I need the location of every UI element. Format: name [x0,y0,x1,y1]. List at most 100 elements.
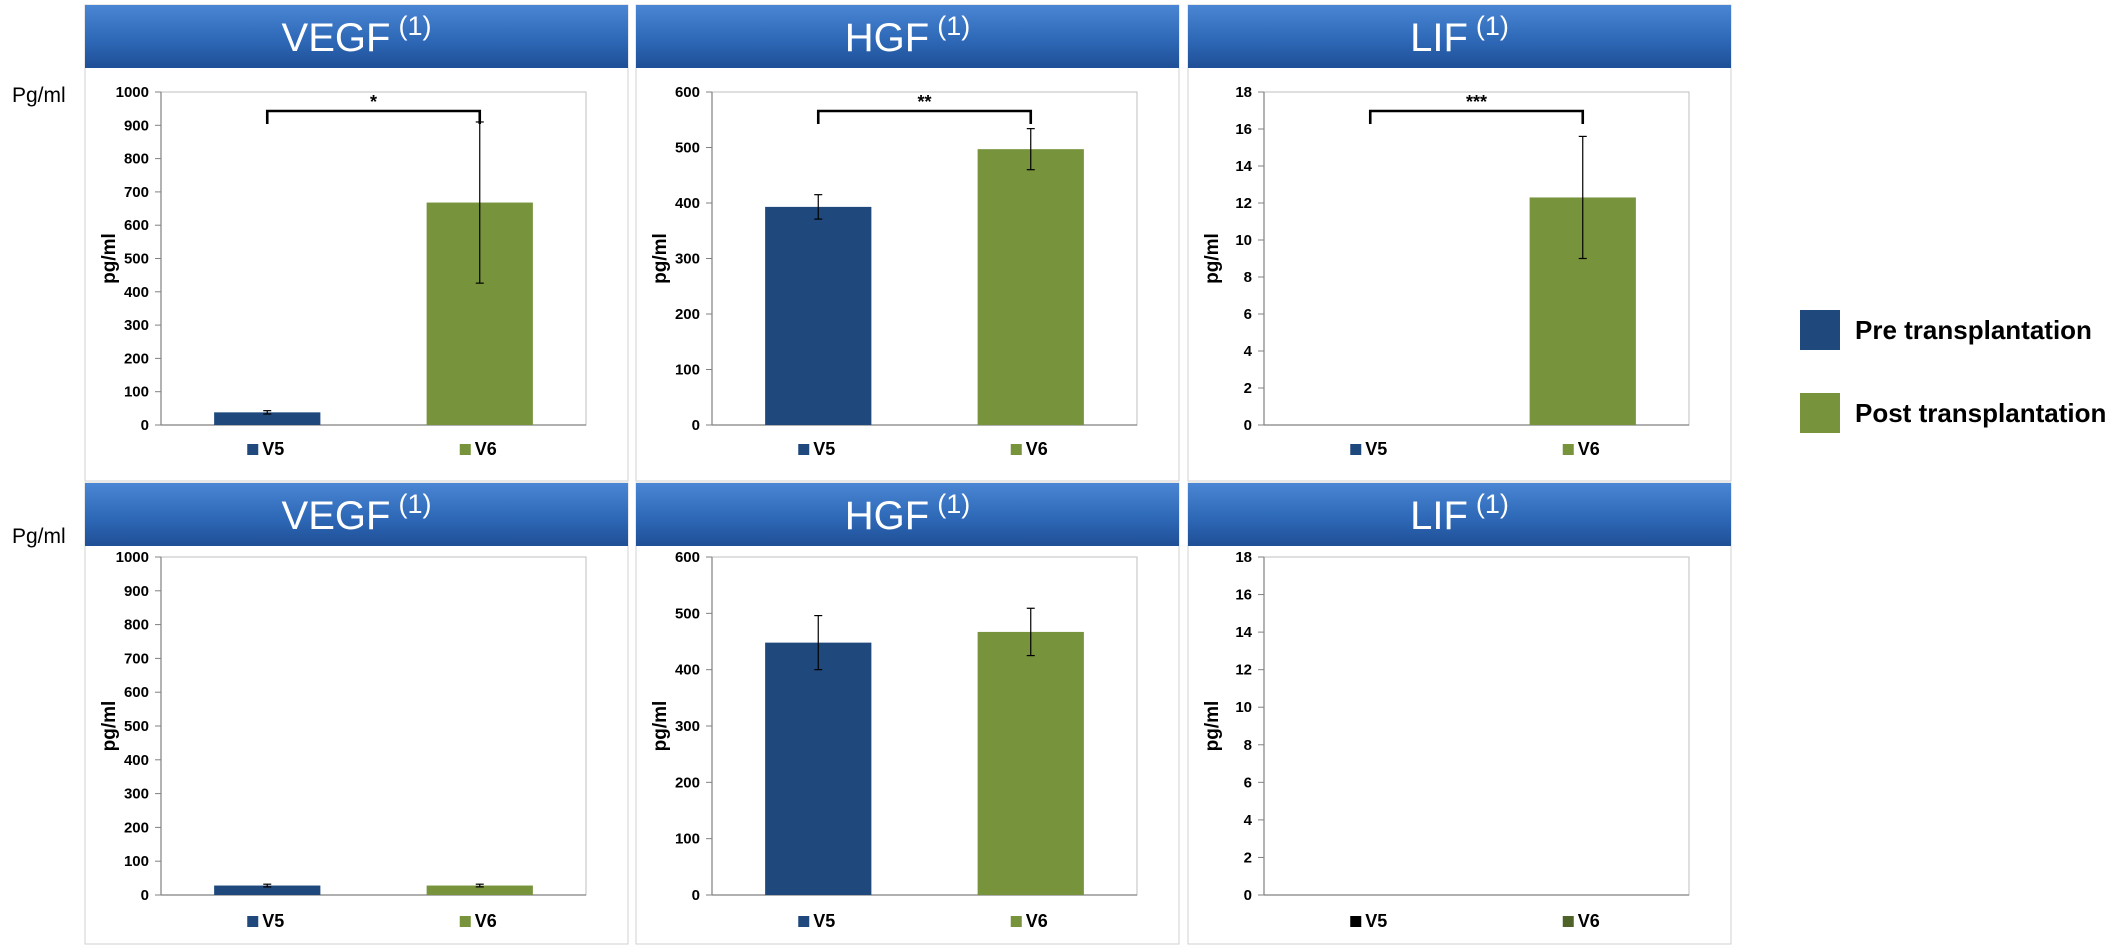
bar-v5 [765,206,872,425]
y-tick-label: 1000 [116,84,149,101]
y-tick-label: 14 [1235,158,1252,175]
category-label: V5 [262,911,284,931]
y-axis-label: pg/ml [1202,233,1223,284]
y-tick-label: 500 [124,251,149,268]
plot-area [160,556,587,896]
y-tick-label: 8 [1244,269,1252,286]
side-unit-label: Pg/ml [12,84,66,107]
y-tick-label: 400 [124,752,149,769]
panel-header [1188,5,1731,68]
y-axis-label: pg/ml [1202,701,1223,752]
y-tick-label: 300 [124,786,149,803]
category-label: V5 [262,439,284,459]
y-tick-label: 12 [1235,195,1252,212]
y-tick-label: 200 [675,774,700,791]
category-label: V5 [1365,439,1387,459]
legend-swatch [247,916,259,927]
significance-marker: *** [1466,92,1487,112]
chart-panel-5: HGF (1) 0 100 200 300 400 500 600 pg/ml V5 V6 [635,482,1180,945]
bar-v5 [765,642,872,895]
y-tick-label: 600 [124,217,149,234]
y-tick-label: 16 [1235,587,1252,604]
legend-label: Post transplantation [1855,398,2106,428]
category-label: V6 [1578,911,1600,931]
side-unit-label: Pg/ml [12,525,66,548]
panel-header [85,483,628,546]
y-tick-label: 400 [675,662,700,679]
y-tick-label: 0 [141,887,149,904]
y-tick-label: 600 [675,549,700,566]
panel-header [85,5,628,68]
category-label: V5 [813,439,835,459]
chart-title: HGF (1) [845,11,970,60]
y-tick-label: 900 [124,583,149,600]
chart-title: VEGF (1) [282,489,432,538]
y-tick-label: 300 [675,251,700,268]
y-tick-label: 10 [1235,699,1252,716]
y-tick-label: 4 [1244,343,1253,360]
chart-title-superscript: (1) [937,489,970,519]
chart-title: HGF (1) [845,489,970,538]
error-bar [263,883,272,888]
y-tick-label: 2 [1244,380,1252,397]
chart-title-main: HGF [845,16,929,60]
y-tick-label: 800 [124,151,149,168]
legend-swatch [459,916,471,927]
category-label: V6 [475,911,497,931]
error-bar [1026,607,1035,657]
chart-title: LIF (1) [1410,489,1509,538]
y-tick-label: 200 [124,819,149,836]
y-tick-label: 1000 [116,549,149,566]
y-tick-label: 600 [124,684,149,701]
y-axis-label: pg/ml [99,233,120,284]
y-tick-label: 8 [1244,737,1252,754]
legend-swatch-pre [1800,310,1840,350]
chart-title-superscript: (1) [1476,489,1509,519]
bar-v5 [214,885,321,895]
bar-v6 [977,631,1084,895]
plot-area [1263,556,1690,896]
chart-title: VEGF (1) [282,11,432,60]
y-tick-label: 0 [692,887,700,904]
y-tick-label: 400 [124,284,149,301]
chart-title-superscript: (1) [937,11,970,41]
y-tick-label: 300 [124,317,149,334]
legend-swatch-post [1800,393,1840,433]
y-tick-label: 100 [124,853,149,870]
y-tick-label: 800 [124,617,149,634]
y-tick-label: 400 [675,195,700,212]
y-tick-label: 18 [1235,84,1252,101]
panel-header [1188,483,1731,546]
y-tick-label: 500 [675,605,700,622]
legend-swatch [1010,916,1022,927]
legend-swatch [798,444,810,455]
y-tick-label: 700 [124,650,149,667]
legend-swatch [1562,444,1574,455]
panel-header [636,5,1179,68]
category-label: V6 [1578,439,1600,459]
y-tick-label: 4 [1244,812,1253,829]
chart-title-main: VEGF [282,494,391,538]
y-axis-label: pg/ml [650,701,671,752]
y-tick-label: 300 [675,718,700,735]
legend-swatch [1562,916,1574,927]
y-tick-label: 100 [675,362,700,379]
legend-swatch [459,444,471,455]
significance-marker: * [370,92,377,112]
chart-panel-2: HGF (1) 0 100 200 300 400 500 600 pg/ml ** V5 V6 [635,4,1180,482]
panel-header [636,483,1179,546]
y-tick-label: 0 [141,417,149,434]
legend-label: Pre transplantation [1855,315,2092,345]
chart-title-superscript: (1) [1476,11,1509,41]
category-label: V5 [813,911,835,931]
legend-swatch [1350,444,1362,455]
chart-title-main: LIF [1410,494,1468,538]
legend-swatch [1010,444,1022,455]
y-tick-label: 200 [675,306,700,323]
category-label: V6 [1026,439,1048,459]
y-tick-label: 500 [675,140,700,157]
bar-v6 [977,149,1084,426]
significance-marker: ** [917,92,931,112]
y-tick-label: 600 [675,84,700,101]
